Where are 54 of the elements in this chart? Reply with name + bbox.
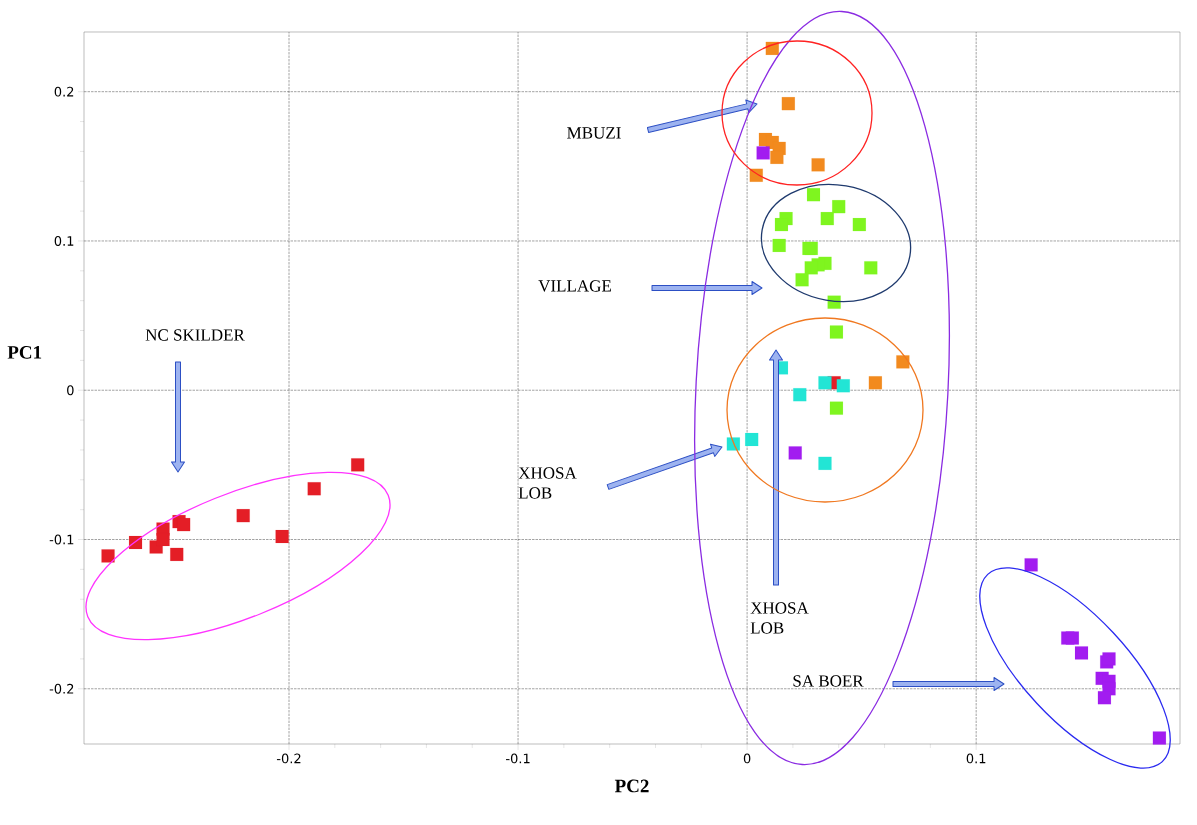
point [852,218,866,232]
point [829,401,843,415]
point [811,158,825,172]
point [1065,631,1079,645]
point [1152,731,1166,745]
point [101,549,115,563]
point [781,97,795,111]
point [275,529,289,544]
point [745,432,759,447]
point [170,547,184,561]
point [770,150,784,164]
point [793,388,807,402]
point [351,458,365,472]
x-axis-title: PC2 [614,779,649,793]
point [774,218,789,232]
annotation: VILLAGE [538,280,611,292]
point [864,261,878,275]
x-tick-label: -0.1 [506,753,530,764]
point [795,273,809,287]
y-tick-label: -0.2 [49,683,74,694]
y-tick-label: 0.1 [54,236,74,246]
point [236,509,250,523]
point [829,325,843,339]
annotation: XHOSA LOB [750,602,809,634]
point [868,376,882,390]
y-tick-label: 0.2 [54,86,74,97]
point [772,238,786,252]
point [818,376,832,390]
annotation: MBUZI [567,127,621,139]
point [827,295,841,309]
point [804,261,818,275]
point [1024,558,1038,572]
point [1097,691,1111,705]
x-tick-label: -0.2 [276,753,301,764]
point [788,446,802,460]
x-tick-label: 0.1 [966,753,986,764]
point [820,212,834,226]
point [156,532,170,547]
point [177,518,191,532]
point [836,379,850,393]
annotation: NC SKILDER [145,329,245,341]
y-tick-label: -0.1 [49,534,74,545]
y-axis-title: PC1 [7,346,42,359]
point [832,200,846,214]
point [818,456,832,470]
point [756,146,770,160]
y-tick-label: 0 [67,385,74,396]
point [307,482,321,496]
point [896,355,910,369]
annotation: XHOSA LOB [518,467,577,499]
point [1074,646,1089,660]
point [806,188,821,202]
annotation: SA BOER [793,675,864,687]
x-tick-label: 0 [743,753,751,764]
